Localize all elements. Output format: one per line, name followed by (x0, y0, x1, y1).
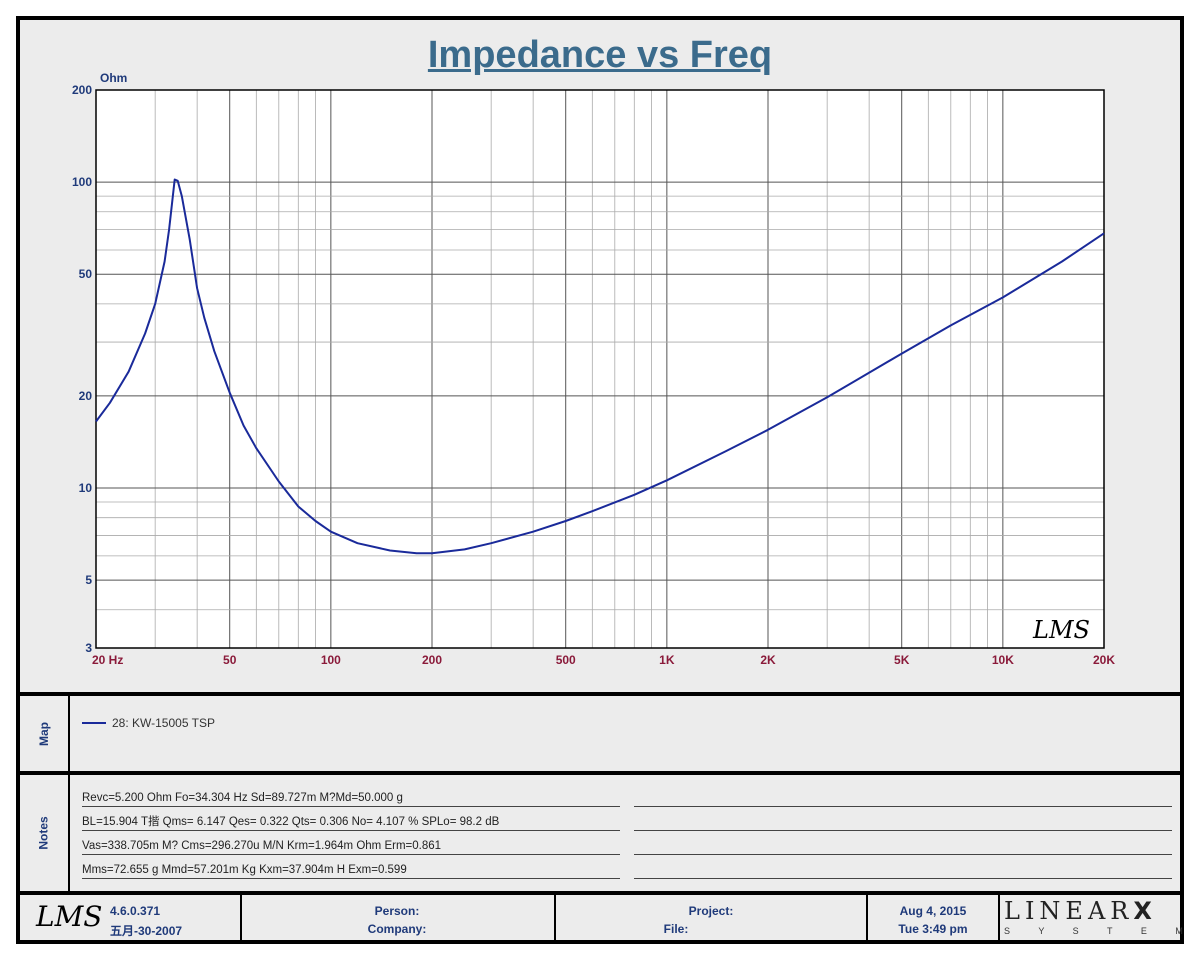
x-tick-label: 200 (422, 653, 442, 667)
x-tick-label: 20K (1093, 653, 1115, 667)
footer-file-label: File: (663, 922, 689, 936)
x-tick-label: 5K (894, 653, 910, 667)
notes-label-text: Notes (37, 816, 51, 850)
y-axis-label: Ohm (100, 71, 127, 85)
y-tick-label: 50 (79, 267, 93, 281)
map-side-divider (68, 696, 70, 771)
chart-panel-divider (20, 692, 1180, 696)
footer-divider-4 (998, 895, 1000, 944)
footer-date: Aug 4, 2015 (899, 904, 967, 918)
note-line-3: Vas=338.705m M? Cms=296.270u M/N Krm=1.9… (82, 838, 620, 855)
linearx-logo-subtext: S Y S T E M S (1004, 926, 1200, 936)
note-line-1: Revc=5.200 Ohm Fo=34.304 Hz Sd=89.727m M… (82, 790, 620, 807)
footer-divider-3 (866, 895, 868, 944)
y-tick-label: 5 (85, 573, 92, 587)
x-tick-label: 20 Hz (92, 653, 123, 667)
map-label-text: Map (37, 721, 51, 746)
lms-footer-logo: LMS (36, 900, 103, 933)
note-line-right-4 (634, 862, 1172, 879)
footer-version: 4.6.0.371 (110, 904, 161, 918)
notes-panel-label: Notes (20, 775, 68, 891)
note-line-right-1 (634, 790, 1172, 807)
x-tick-label: 10K (992, 653, 1014, 667)
notes-footer-divider (20, 891, 1180, 895)
note-line-2: BL=15.904 T揩 Qms= 6.147 Qes= 0.322 Qts= … (82, 814, 620, 831)
plot-border (95, 89, 1105, 649)
note-line-right-3 (634, 838, 1172, 855)
footer-divider-1 (240, 895, 242, 944)
impedance-chart: 20 Hz 50 100 200 500 1K 2K 5K 10K 20K 200 100 50 20 10… (72, 71, 1115, 667)
plot-area (96, 90, 1104, 648)
legend: 28: KW-15005 TSP (82, 716, 215, 730)
legend-swatch (82, 722, 106, 724)
footer-company-label: Company: (367, 922, 427, 936)
y-tick-label: 20 (79, 389, 93, 403)
map-notes-divider (20, 771, 1180, 775)
footer-project-label: Project: (688, 904, 734, 918)
note-line-right-2 (634, 814, 1172, 831)
note-line-4: Mms=72.655 g Mmd=57.201m Kg Kxm=37.904m … (82, 862, 620, 879)
y-tick-label: 100 (72, 175, 92, 189)
linearx-logo-text: LINEAR (1004, 897, 1134, 925)
footer-time: Tue 3:49 pm (898, 922, 968, 936)
y-tick-label: 200 (72, 83, 92, 97)
x-tick-label: 500 (556, 653, 576, 667)
notes-side-divider (68, 775, 70, 891)
chart-title: Impedance vs Freq (427, 34, 773, 76)
impedance-curve (95, 178, 1105, 555)
footer-build-date: 五月-30-2007 (110, 924, 183, 938)
footer-person-label: Person: (374, 904, 420, 918)
map-panel-label: Map (20, 696, 68, 771)
footer-divider-2 (554, 895, 556, 944)
linearx-logo: LINEARX S Y S T E M S (1004, 897, 1200, 942)
x-tick-label: 2K (760, 653, 776, 667)
lms-plot-logo: LMS (1032, 616, 1090, 644)
legend-entry: 28: KW-15005 TSP (112, 716, 215, 730)
y-tick-label: 10 (79, 481, 93, 495)
x-tick-label: 1K (659, 653, 675, 667)
y-tick-label: 3 (85, 641, 92, 655)
x-tick-label: 100 (321, 653, 341, 667)
linearx-logo-x: X (1133, 897, 1152, 925)
lms-report-frame: Impedance vs Freq 20 Hz 50 100 200 500 1K 2K 5K… (16, 16, 1200, 944)
x-tick-label: 50 (223, 653, 237, 667)
